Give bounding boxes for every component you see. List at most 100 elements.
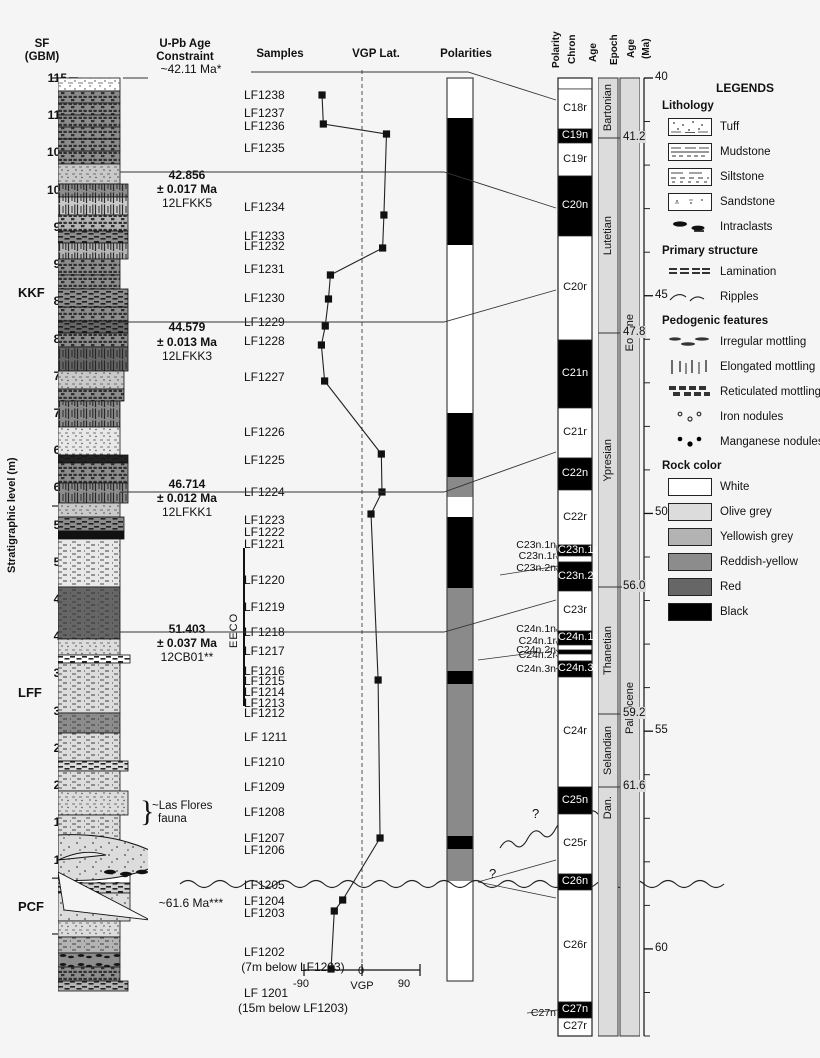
legend-item-label: Black <box>720 606 749 618</box>
sample-label: LF1228 <box>244 334 285 348</box>
legend-item-label: Red <box>720 581 742 593</box>
sample-label: LF1225 <box>244 453 285 467</box>
upb-age-value: 42.856 <box>168 167 206 182</box>
upb-age-6: ~61.6 Ma*** <box>132 896 250 910</box>
gpts-chron-label: C24n.3n <box>558 662 600 674</box>
hiatus-question-mark: ? <box>489 866 497 881</box>
gpts-chron-label: C23n.2n <box>558 569 600 582</box>
elongated-mottling-icon <box>668 358 712 376</box>
legend-item: Lamination <box>668 262 820 282</box>
upb-age-error: ± 0.037 Ma <box>157 636 217 651</box>
legend-heading: Primary structure <box>662 245 758 257</box>
legend-item-label: Tuff <box>720 121 740 133</box>
chron-outside-label: C24n.1n <box>516 623 556 635</box>
chron-outside-labels: C23n.1n C23n.1r C23n.2n C24n.1n C24n.1r C24n.… <box>470 0 560 1058</box>
formation-labels: KKF LFF PCF <box>8 60 68 1020</box>
eeco-bracket <box>243 548 245 706</box>
las-flores-line2: fauna <box>158 813 187 826</box>
sample-label: LF1232 <box>244 239 285 253</box>
sample-label: LF1214 <box>244 685 285 699</box>
color-swatch <box>668 603 712 621</box>
boundary-age-label: 56.0 <box>622 580 647 592</box>
sample-label: LF1220 <box>244 573 285 587</box>
upb-age-sample: 12CB01** <box>160 650 214 665</box>
gpts-chron-label: C21r <box>563 426 587 438</box>
sample-label: LF1222 <box>244 525 285 539</box>
gpts-chron-label: C20r <box>563 281 587 293</box>
color-swatch <box>668 478 712 496</box>
stage-label: Selandian <box>602 726 614 775</box>
legend-item-label: Iron nodules <box>720 411 784 423</box>
las-flores-line1: ~Las Flores <box>152 800 213 812</box>
legend-item-label: Yellowish grey <box>720 531 794 543</box>
gpts-chron-label: C21n <box>561 367 589 379</box>
legend-item: Elongated mottling <box>668 357 820 377</box>
boundary-age-labels: 41.2 47.8 56.0 59.2 61.6 <box>618 70 668 1040</box>
color-swatch <box>668 503 712 521</box>
stage-label: Ypresian <box>602 438 614 482</box>
legend-item-label: Reticulated mottling <box>720 386 820 398</box>
sample-label: LF1210 <box>244 755 285 769</box>
gpts-chron-label: C26r <box>563 939 587 951</box>
stage-label: Lutetian <box>602 215 614 256</box>
sample-label: LF1231 <box>244 262 285 276</box>
upb-age-4: 46.714 ± 0.012 Ma 12LFKK1 <box>126 477 248 520</box>
gpts-chron-label: C23n.1n <box>558 543 600 556</box>
sample-label: LF1235 <box>244 141 285 155</box>
vgp-header: VGP Lat. <box>352 48 400 60</box>
sample-label: LF1234 <box>244 200 285 214</box>
mudstone-swatch-icon <box>668 143 712 161</box>
sf-header: SF (GBM) <box>14 38 70 64</box>
sample-label: LF1213 <box>244 696 285 710</box>
sample-label: LF1216 <box>244 664 285 678</box>
sf-header-line1: SF <box>34 38 50 50</box>
upb-header: U-Pb Age Constraint <box>130 38 240 64</box>
color-swatch <box>668 578 712 596</box>
sample-label: LF1226 <box>244 425 285 439</box>
gpts-chron-label: C19n <box>561 129 589 141</box>
legend-item-label: Mudstone <box>720 146 771 158</box>
vgp-plot <box>303 70 421 976</box>
stage-label: Dan. <box>602 796 614 820</box>
legend-item-label: Olive grey <box>720 506 772 518</box>
legend-item: Reddish-yellow <box>668 552 820 572</box>
upb-age-1: ~42.11 Ma* <box>132 62 250 76</box>
vgp-tick-90: 90 <box>397 978 411 990</box>
tuff-swatch-icon <box>668 118 712 136</box>
legend-item-label: Lamination <box>720 266 777 278</box>
gpts-chron-label: C25r <box>563 837 587 849</box>
upb-header-line1: U-Pb Age <box>159 38 211 50</box>
legend-heading: Pedogenic features <box>662 315 769 327</box>
intraclasts-icon <box>668 218 712 236</box>
vgp-tick-minus90: -90 <box>293 978 309 990</box>
legend-item-label: Elongated mottling <box>720 361 816 373</box>
legend-panel: Lithology Tuff Mudstone Siltstone Sandstone I… <box>662 100 820 627</box>
sample-label: LF1209 <box>244 780 285 794</box>
legend-item: Reticulated mottling <box>668 382 820 402</box>
sample-label: LF1217 <box>244 644 285 658</box>
legend-item: Black <box>668 602 820 622</box>
gpts-chron-label: C22n <box>561 467 589 479</box>
age-tick-label: 50 <box>655 506 668 519</box>
legend-item-label: Sandstone <box>720 196 775 208</box>
upb-age-error: ± 0.013 Ma <box>157 334 217 349</box>
chron-outside-label: C24n.2r <box>518 649 556 661</box>
legend-heading: Rock color <box>662 460 722 472</box>
sample-label: (15m below LF1203) <box>237 1001 349 1015</box>
sample-label: LF1204 <box>244 894 285 908</box>
upb-age-sample: 12LFKK1 <box>161 505 213 520</box>
polarities-header: Polarities <box>440 48 492 60</box>
legend-item: Ripples <box>668 287 820 307</box>
sample-label: LF1212 <box>244 706 285 720</box>
legend-item-label: Ripples <box>720 291 759 303</box>
legend-heading: Lithology <box>662 100 714 112</box>
age-tick-label: 45 <box>655 288 668 301</box>
legend-item: Siltstone <box>668 167 820 187</box>
sample-label: LF 1201 <box>244 986 289 1000</box>
hiatus-question-mark: ? <box>532 806 540 821</box>
gpts-chron-label: C24r <box>563 725 587 737</box>
gpts-chron-label: C20n <box>561 199 589 211</box>
gpts-chron-label: C18r <box>563 102 587 114</box>
formation-label-pcf: PCF <box>16 898 46 916</box>
legend-item: Yellowish grey <box>668 527 820 547</box>
